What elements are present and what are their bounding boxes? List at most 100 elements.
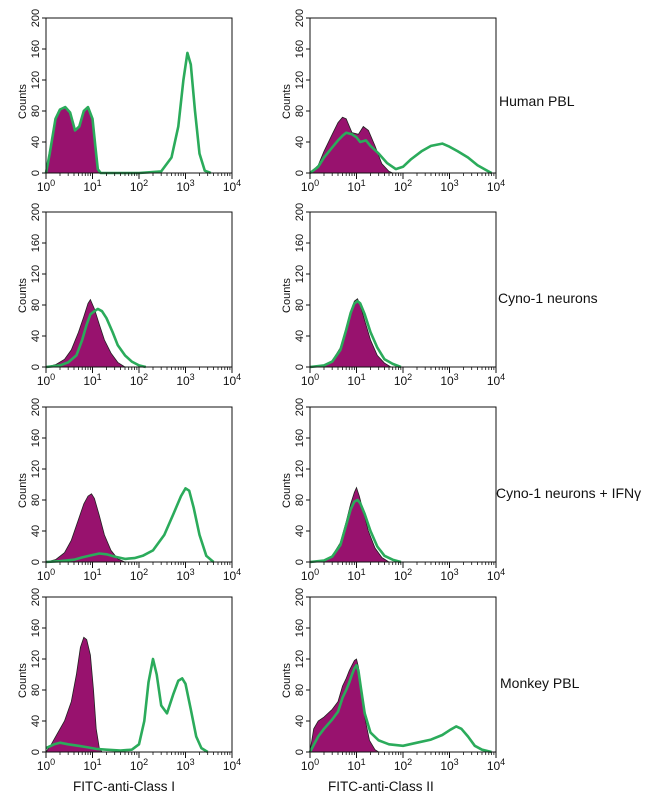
x-tick-label: 104 [223, 372, 241, 388]
histogram-panel-cyno-1-neurons-ifn-fitc-anti-class-ii: 0 40 80 120 160 200 Counts 100 101 102 103 104 [281, 398, 505, 583]
filled-histogram [309, 298, 393, 368]
x-tick-label: 100 [37, 567, 55, 583]
x-tick-label: 103 [176, 178, 194, 194]
y-tick-label: 40 [30, 525, 42, 537]
y-tick-label: 160 [30, 429, 42, 447]
y-tick-label: 120 [30, 460, 42, 478]
x-tick-label: 100 [301, 567, 319, 583]
y-tick-label: 80 [30, 684, 42, 696]
y-tick-label: 200 [294, 398, 306, 416]
y-tick-label: 0 [30, 559, 42, 565]
x-tick-label: 102 [130, 567, 148, 583]
x-tick-label: 104 [223, 757, 241, 773]
y-axis-label: Counts [281, 473, 293, 508]
y-tick-label: 80 [294, 494, 306, 506]
y-axis-label: Counts [17, 663, 29, 698]
y-tick-label: 200 [30, 203, 42, 221]
y-tick-label: 80 [30, 494, 42, 506]
y-tick-label: 80 [294, 684, 306, 696]
y-tick-label: 0 [30, 170, 42, 176]
x-tick-label: 100 [301, 757, 319, 773]
plot-frame [309, 211, 497, 368]
x-tick-label: 101 [83, 178, 101, 194]
histogram-panel-human-pbl-fitc-anti-class-i: 0 40 80 120 160 200 Counts 100 101 102 103 104 [17, 9, 241, 194]
y-tick-label: 200 [30, 588, 42, 606]
y-tick-label: 160 [30, 234, 42, 252]
y-tick-label: 200 [30, 398, 42, 416]
x-tick-label: 102 [130, 757, 148, 773]
y-tick-label: 200 [294, 9, 306, 27]
y-tick-label: 40 [30, 136, 42, 148]
y-tick-label: 40 [294, 715, 306, 727]
y-tick-label: 40 [30, 715, 42, 727]
x-tick-label: 100 [37, 178, 55, 194]
y-axis-label: Counts [17, 473, 29, 508]
row-label-monkey-pbl: Monkey PBL [500, 675, 580, 691]
y-tick-label: 120 [30, 71, 42, 89]
y-tick-label: 0 [30, 364, 42, 370]
y-tick-label: 120 [294, 265, 306, 283]
y-tick-label: 40 [294, 136, 306, 148]
y-tick-label: 120 [294, 650, 306, 668]
x-tick-label: 100 [37, 372, 55, 388]
x-tick-label: 101 [347, 567, 365, 583]
outline-histogram [309, 131, 493, 175]
y-tick-label: 120 [30, 265, 42, 283]
filled-histogram [45, 493, 126, 563]
outline-histogram [308, 663, 492, 754]
outline-histogram [309, 498, 402, 564]
x-tick-label: 103 [440, 372, 458, 388]
x-tick-label: 102 [130, 372, 148, 388]
x-tick-label: 102 [394, 567, 412, 583]
y-tick-label: 160 [294, 234, 306, 252]
y-tick-label: 80 [294, 299, 306, 311]
filled-histogram [45, 636, 103, 753]
plot-frame [309, 406, 497, 563]
y-tick-label: 160 [294, 40, 306, 58]
x-tick-label: 103 [440, 178, 458, 194]
y-tick-label: 80 [30, 299, 42, 311]
x-axis-label-class-i: FITC-anti-Class I [73, 779, 176, 794]
filled-histogram [309, 658, 381, 753]
outline-histogram [45, 307, 147, 369]
y-tick-label: 0 [294, 170, 306, 176]
y-tick-label: 200 [294, 203, 306, 221]
histogram-panel-monkey-pbl-fitc-anti-class-ii: 0 40 80 120 160 200 Counts 100 101 102 103 104 [281, 588, 505, 773]
y-tick-label: 0 [294, 749, 306, 755]
x-tick-label: 103 [176, 567, 194, 583]
y-tick-label: 40 [294, 330, 306, 342]
y-tick-label: 160 [30, 40, 42, 58]
x-tick-label: 103 [440, 567, 458, 583]
x-tick-label: 104 [487, 567, 505, 583]
x-tick-label: 101 [83, 372, 101, 388]
x-tick-label: 101 [83, 757, 101, 773]
x-tick-label: 104 [487, 178, 505, 194]
y-tick-label: 0 [294, 559, 306, 565]
x-tick-label: 102 [394, 757, 412, 773]
row-label-cyno-neurons: Cyno-1 neurons [498, 290, 598, 306]
histogram-panel-cyno-1-neurons-fitc-anti-class-ii: 0 40 80 120 160 200 Counts 100 101 102 103 104 [281, 203, 505, 388]
x-axis-label-class-ii: FITC-anti-Class II [328, 779, 434, 794]
x-tick-label: 101 [347, 757, 365, 773]
y-tick-label: 120 [294, 460, 306, 478]
y-tick-label: 160 [294, 619, 306, 637]
histogram-panel-cyno-1-neurons-fitc-anti-class-i: 0 40 80 120 160 200 Counts 100 101 102 103 104 [17, 203, 241, 388]
y-axis-label: Counts [17, 84, 29, 119]
histogram-panel-cyno-1-neurons-ifn-fitc-anti-class-i: 0 40 80 120 160 200 Counts 100 101 102 103 104 [17, 398, 241, 583]
outline-histogram [45, 487, 215, 564]
outline-histogram [44, 51, 212, 175]
y-tick-label: 200 [30, 9, 42, 27]
x-tick-label: 103 [440, 757, 458, 773]
filled-histogram [308, 116, 393, 174]
y-axis-label: Counts [281, 278, 293, 313]
y-tick-label: 160 [294, 429, 306, 447]
y-tick-label: 120 [294, 71, 306, 89]
x-tick-label: 100 [301, 178, 319, 194]
y-tick-label: 40 [294, 525, 306, 537]
y-axis-label: Counts [281, 663, 293, 698]
y-axis-label: Counts [281, 84, 293, 119]
row-label-cyno-neurons-ifng: Cyno-1 neurons + IFNγ [496, 485, 642, 501]
x-tick-label: 101 [347, 372, 365, 388]
y-tick-label: 80 [30, 105, 42, 117]
